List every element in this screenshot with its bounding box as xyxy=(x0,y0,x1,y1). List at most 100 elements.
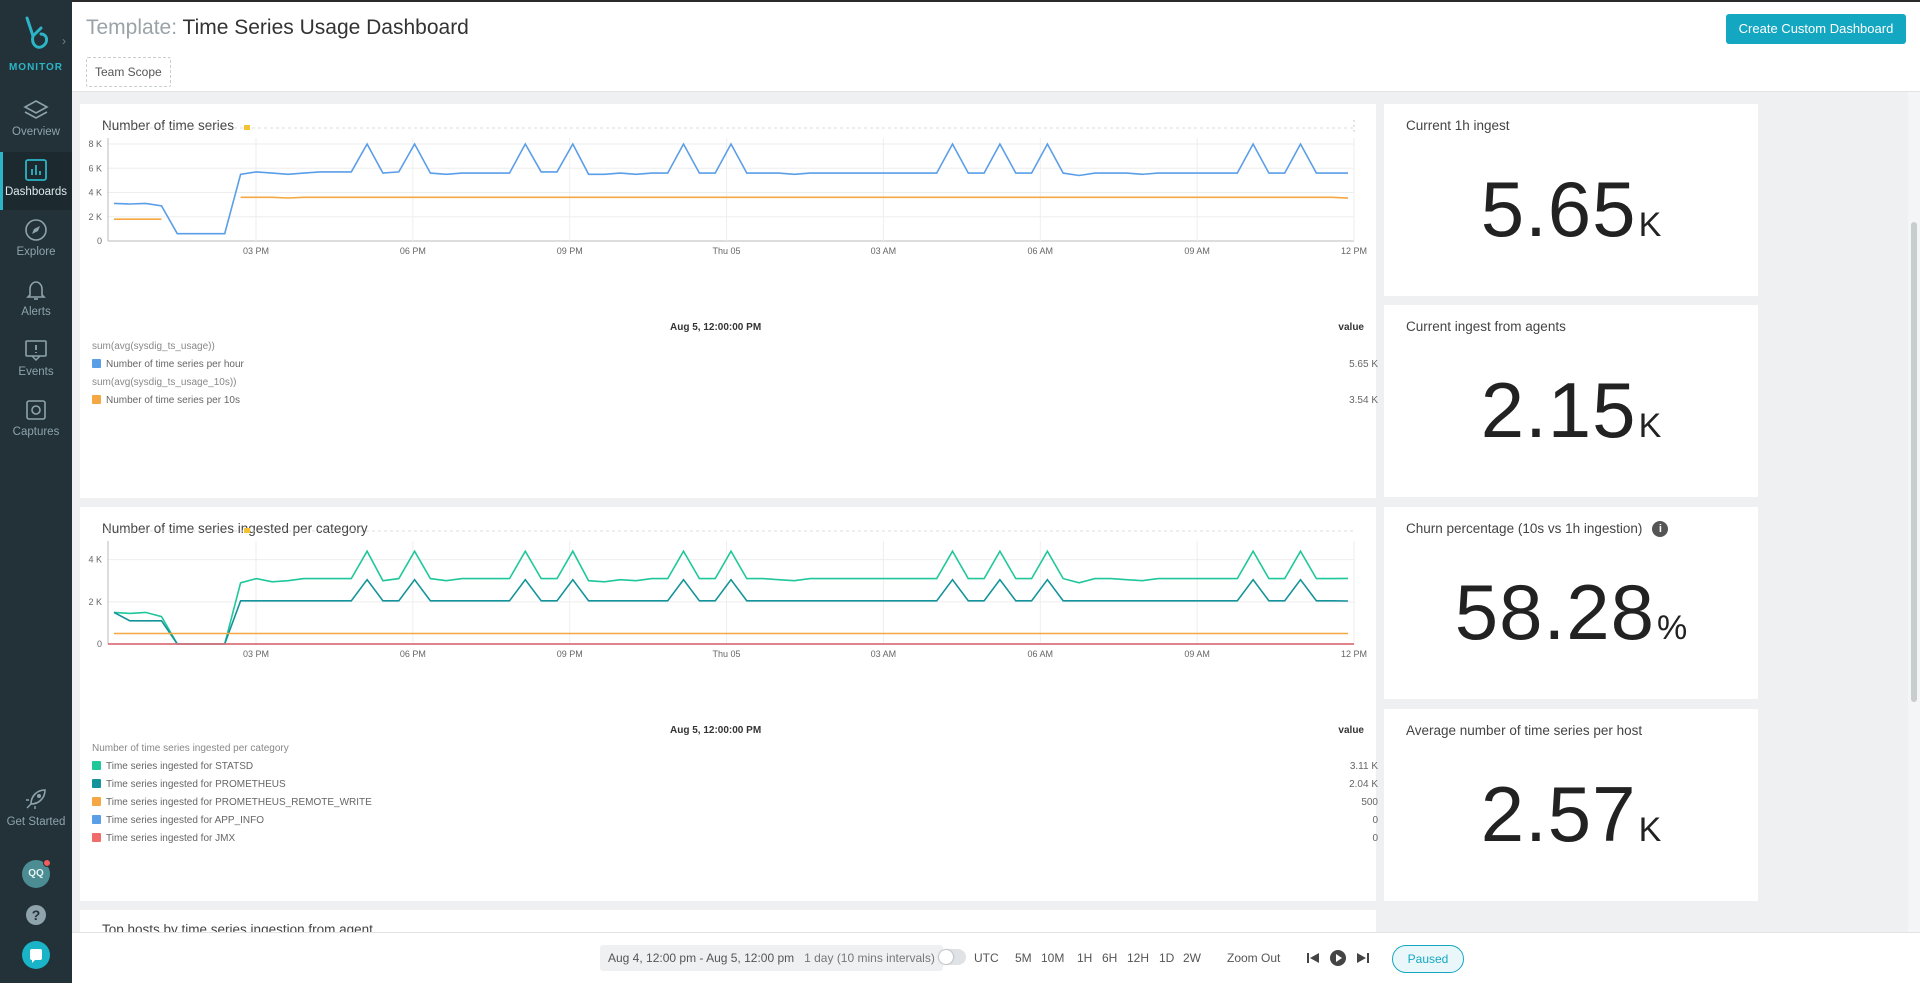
nav-alerts-label: Alerts xyxy=(21,306,51,318)
big-number: 2.15K xyxy=(1384,365,1758,456)
y-tick-label: 4 K xyxy=(88,188,102,198)
nav-explore[interactable]: Explore xyxy=(0,212,72,270)
preset-1h[interactable]: 1H xyxy=(1077,951,1093,965)
panel-average-per-host: Average number of time series per host 2… xyxy=(1384,709,1758,901)
legend-swatch xyxy=(92,779,101,788)
legend-row[interactable]: Number of time series per 10s 3.54 K xyxy=(92,392,1378,410)
legend-group: sum(avg(sysdig_ts_usage)) xyxy=(92,341,215,352)
preset-1d[interactable]: 1D xyxy=(1159,951,1175,965)
capture-icon xyxy=(26,400,46,420)
dashboard-icon xyxy=(25,159,47,181)
legend-row[interactable]: Time series ingested for PROMETHEUS 2.04 … xyxy=(92,776,1378,794)
help-icon[interactable]: ? xyxy=(25,904,47,926)
legend-group: sum(avg(sysdig_ts_usage_10s)) xyxy=(92,377,237,388)
range-marker xyxy=(244,125,250,130)
legend-value: 0 xyxy=(1372,815,1378,826)
x-tick-label: 03 AM xyxy=(871,649,897,659)
y-tick-label: 8 K xyxy=(88,139,102,149)
paused-button[interactable]: Paused xyxy=(1392,945,1464,973)
value-column-header: value xyxy=(1338,725,1364,736)
series-line xyxy=(114,196,1349,220)
monitor-logo[interactable]: › MONITOR xyxy=(0,8,72,78)
y-tick-label: 2 K xyxy=(88,597,102,607)
big-number-value: 2.57 xyxy=(1480,770,1637,858)
x-tick-label: Thu 05 xyxy=(713,246,741,256)
nav-events[interactable]: Events xyxy=(0,332,72,390)
interval-text: 1 day (10 mins intervals) xyxy=(804,951,935,965)
legend-value: 2.04 K xyxy=(1349,779,1378,790)
legend-swatch xyxy=(92,761,101,770)
x-tick-label: 03 PM xyxy=(243,246,269,256)
legend-value: 5.65 K xyxy=(1349,359,1378,370)
nav-overview[interactable]: Overview xyxy=(0,92,72,150)
big-number-unit: K xyxy=(1638,811,1662,849)
panel-menu-icon[interactable]: · · · xyxy=(1352,113,1356,137)
skip-forward-icon[interactable] xyxy=(1356,951,1370,965)
big-number-unit: K xyxy=(1638,407,1662,445)
notification-dot xyxy=(43,859,51,867)
nav-dashboards[interactable]: Dashboards xyxy=(0,152,72,210)
preset-2w[interactable]: 2W xyxy=(1183,951,1201,965)
x-tick-label: 09 AM xyxy=(1184,246,1210,256)
time-range-selector[interactable]: Aug 4, 12:00 pm - Aug 5, 12:00 pm 1 day (… xyxy=(600,945,943,971)
panel-title: Average number of time series per host xyxy=(1406,723,1643,738)
chart-legend: Number of time series ingested per categ… xyxy=(92,740,1378,848)
series-line xyxy=(113,142,1348,235)
legend-row[interactable]: Time series ingested for JMX 0 xyxy=(92,830,1378,848)
chat-icon[interactable] xyxy=(22,941,50,969)
x-tick-label: 09 PM xyxy=(557,649,583,659)
nav-captures-label: Captures xyxy=(12,426,60,438)
legend-row[interactable]: Time series ingested for APP_INFO 0 xyxy=(92,812,1378,830)
preset-5m[interactable]: 5M xyxy=(1015,951,1032,965)
x-tick-label: 06 PM xyxy=(400,649,426,659)
team-scope-button[interactable]: Team Scope xyxy=(86,57,171,87)
play-icon[interactable] xyxy=(1329,949,1347,967)
y-tick-label: 0 xyxy=(97,236,102,246)
legend-value: 0 xyxy=(1372,833,1378,844)
vertical-scrollbar[interactable] xyxy=(1908,92,1920,932)
preset-6h[interactable]: 6H xyxy=(1102,951,1118,965)
utc-toggle[interactable] xyxy=(938,949,966,965)
preset-10m[interactable]: 10M xyxy=(1041,951,1065,965)
time-range-text: Aug 4, 12:00 pm - Aug 5, 12:00 pm xyxy=(608,951,795,965)
legend-value: 3.54 K xyxy=(1349,395,1378,406)
legend-label: Number of time series per hour xyxy=(106,359,244,370)
x-tick-label: 06 AM xyxy=(1028,649,1054,659)
brand-label: MONITOR xyxy=(8,62,64,73)
nav-explore-label: Explore xyxy=(16,246,56,258)
legend-swatch xyxy=(92,359,101,368)
legend-row[interactable]: Time series ingested for PROMETHEUS_REMO… xyxy=(92,794,1378,812)
svg-text:?: ? xyxy=(32,907,41,923)
nav-get-started[interactable]: Get Started xyxy=(0,780,72,840)
preset-12h[interactable]: 12H xyxy=(1127,951,1150,965)
x-tick-label: 12 PM xyxy=(1341,649,1367,659)
chevron-right-icon[interactable]: › xyxy=(62,34,66,48)
legend-label: Number of time series per 10s xyxy=(106,395,240,406)
nav-captures[interactable]: Captures xyxy=(0,392,72,450)
avatar[interactable]: QQ xyxy=(22,859,51,888)
scrollbar-thumb[interactable] xyxy=(1911,222,1917,702)
y-tick-label: 4 K xyxy=(88,555,102,565)
create-custom-dashboard-button[interactable]: Create Custom Dashboard xyxy=(1726,14,1906,44)
dashboard-title: Time Series Usage Dashboard xyxy=(182,16,469,39)
legend-label: Time series ingested for STATSD xyxy=(106,761,254,772)
chart-legend: sum(avg(sysdig_ts_usage)) Number of time… xyxy=(92,338,1378,410)
big-number-value: 5.65 xyxy=(1480,165,1637,253)
info-icon[interactable]: i xyxy=(1652,521,1669,538)
nav-alerts[interactable]: Alerts xyxy=(0,272,72,330)
legend-row[interactable]: Number of time series per hour 5.65 K xyxy=(92,356,1378,374)
legend-row[interactable]: Time series ingested for STATSD 3.11 K xyxy=(92,758,1378,776)
panel-title: Churn percentage (10s vs 1h ingestion) i xyxy=(1406,521,1669,538)
panel-current-ingest-agents: Current ingest from agents 2.15K xyxy=(1384,305,1758,497)
skip-back-icon[interactable] xyxy=(1306,951,1320,965)
big-number-unit: K xyxy=(1638,206,1662,244)
avatar-initials: QQ xyxy=(28,868,44,879)
big-number: 58.28% xyxy=(1384,567,1758,658)
sysdig-logo-icon xyxy=(25,16,49,49)
page-title: Template: Time Series Usage Dashboard xyxy=(86,16,469,40)
zoom-out-button[interactable]: Zoom Out xyxy=(1227,951,1281,965)
utc-label: UTC xyxy=(974,951,999,965)
panel-title: Current ingest from agents xyxy=(1406,319,1566,334)
y-tick-label: 6 K xyxy=(88,163,102,173)
rocket-icon xyxy=(26,789,46,809)
